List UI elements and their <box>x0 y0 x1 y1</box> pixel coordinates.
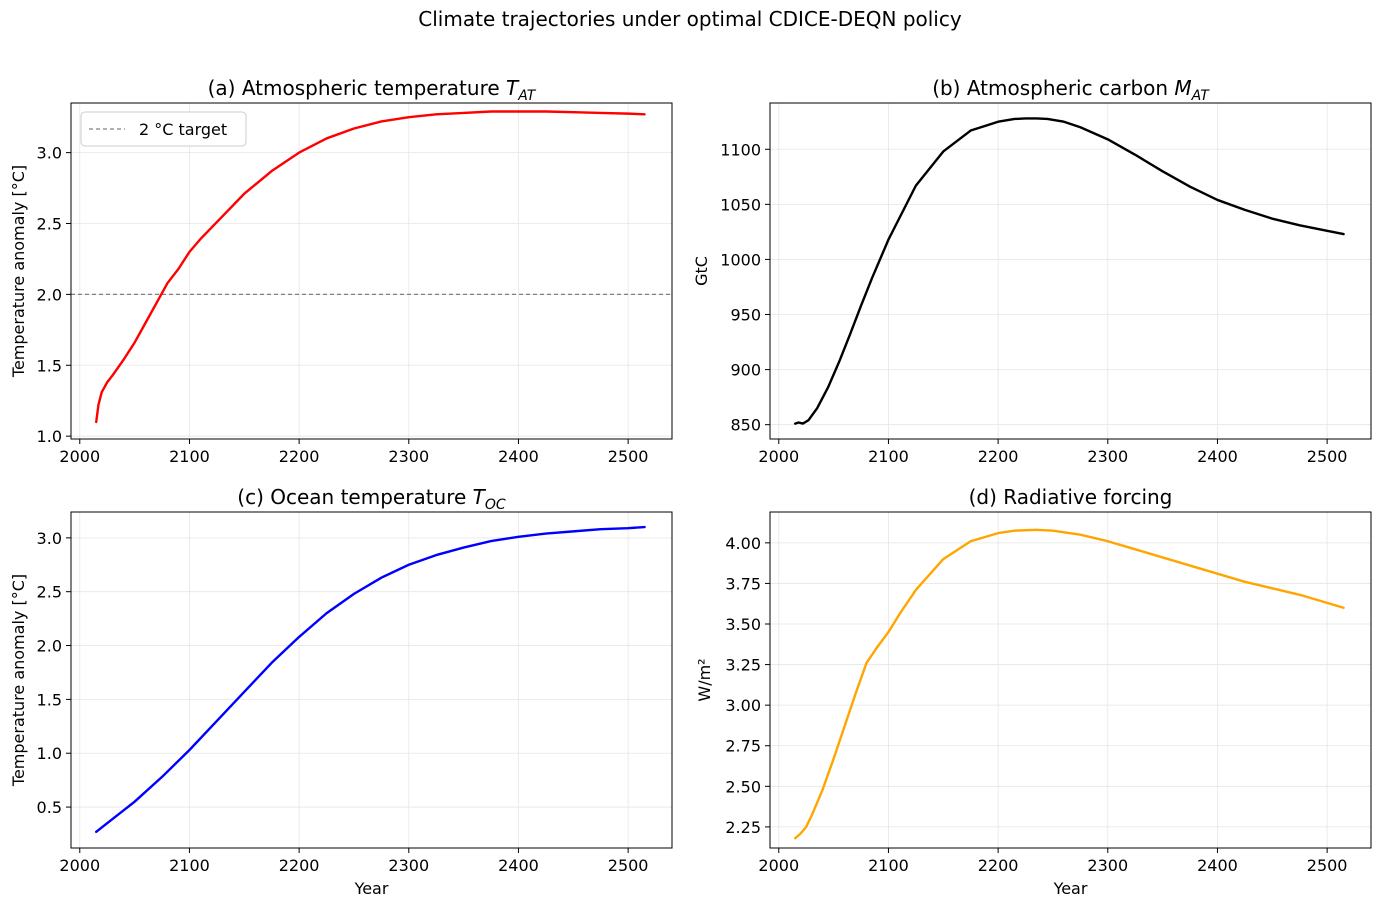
panel-b-title-text: (b) Atmospheric carbon <box>932 76 1174 100</box>
x-tick-label: 2500 <box>1307 856 1348 875</box>
legend-box <box>80 111 247 147</box>
panel-a-title-symbol: T <box>506 76 520 100</box>
x-tick-label: 2000 <box>59 856 100 875</box>
panel-a-title: (a) Atmospheric temperature TAT <box>208 76 537 104</box>
x-tick-label: 2200 <box>279 447 320 466</box>
y-tick-label: 3.75 <box>725 574 761 593</box>
panel-c: 2000 2100 2200 2300 2400 2500 0.5 1.0 1.5 2.0 2.5 3… <box>9 485 673 898</box>
panel-b-grid <box>770 103 1371 439</box>
x-tick-label: 2300 <box>1087 447 1128 466</box>
panel-d-title: (d) Radiative forcing <box>969 485 1173 509</box>
y-tick-label: 1000 <box>720 250 761 269</box>
panel-c-grid <box>71 512 672 848</box>
x-tick-label: 2000 <box>59 447 100 466</box>
panel-c-ticks: 2000 2100 2200 2300 2400 2500 0.5 1.0 1.5 2.0 2.5 3… <box>37 529 649 875</box>
panel-b-title-subscript: AT <box>1191 88 1211 104</box>
panel-a-grid <box>71 103 672 439</box>
x-tick-label: 2400 <box>498 856 539 875</box>
x-tick-label: 2200 <box>978 447 1019 466</box>
y-tick-label: 1050 <box>720 195 761 214</box>
panel-a-ticks: 2000 2100 2200 2300 2400 2500 1.0 1.5 2.0 2.5 3.0 <box>37 144 649 466</box>
x-tick-label: 2200 <box>279 856 320 875</box>
x-tick-label: 2500 <box>608 856 649 875</box>
y-tick-label: 2.25 <box>725 818 761 837</box>
panel-d: 2000 2100 2200 2300 2400 2500 2.25 2.50 2.75 3.00… <box>695 485 1372 898</box>
x-tick-label: 2000 <box>758 447 799 466</box>
panel-d-grid <box>770 512 1371 848</box>
x-tick-label: 2100 <box>169 447 210 466</box>
y-tick-label: 2.5 <box>37 583 62 602</box>
y-tick-label: 2.0 <box>37 285 62 304</box>
x-tick-label: 2400 <box>1197 856 1238 875</box>
panel-a-frame <box>70 102 673 440</box>
panel-d-frame <box>769 511 1372 849</box>
y-tick-label: 1.5 <box>37 690 62 709</box>
y-tick-label: 0.5 <box>37 798 62 817</box>
x-tick-label: 2200 <box>978 856 1019 875</box>
panel-b-title: (b) Atmospheric carbon MAT <box>932 76 1210 104</box>
y-tick-label: 1.0 <box>37 427 62 446</box>
panel-b-title-symbol: M <box>1174 76 1191 100</box>
x-tick-label: 2100 <box>169 856 210 875</box>
panel-a-series <box>95 110 646 424</box>
panel-d-xlabel: Year <box>1053 879 1088 898</box>
panel-c-title: (c) Ocean temperature TOC <box>237 485 506 513</box>
y-tick-label: 900 <box>730 361 761 380</box>
x-tick-label: 2400 <box>1197 447 1238 466</box>
panel-a: 2000 2100 2200 2300 2400 25001.01.52.02.53.0 … <box>9 76 673 466</box>
series-line-c-0 <box>95 525 646 834</box>
x-tick-label: 2100 <box>868 447 909 466</box>
panel-b-series <box>794 117 1345 425</box>
y-tick-label: 4.00 <box>725 534 761 553</box>
y-tick-label: 2.5 <box>37 215 62 234</box>
y-tick-label: 3.00 <box>725 696 761 715</box>
y-tick-label: 3.0 <box>37 529 62 548</box>
panel-d-ylabel: W/m² <box>695 658 714 701</box>
panel-d-series <box>794 528 1345 840</box>
x-tick-label: 2500 <box>1307 447 1348 466</box>
series-line-a-0 <box>95 110 646 424</box>
y-tick-label: 1.0 <box>37 744 62 763</box>
panel-a-title-text: (a) Atmospheric temperature <box>208 76 506 100</box>
y-tick-label: 950 <box>730 306 761 325</box>
panel-c-xlabel: Year <box>354 879 389 898</box>
y-tick-label: 850 <box>730 416 761 435</box>
x-tick-label: 2300 <box>388 447 429 466</box>
panel-a-title-subscript: AT <box>517 88 537 104</box>
panel-d-ticks: 2000 2100 2200 2300 2400 2500 2.25 2.50 2.75 3.00… <box>725 534 1347 875</box>
y-tick-label: 1100 <box>720 140 761 159</box>
panel-b-ticks: 2000 2100 2200 2300 2400 2500 850 900 950 1000 105… <box>720 140 1347 466</box>
x-tick-label: 2000 <box>758 856 799 875</box>
panel-b-ylabel: GtC <box>692 256 711 286</box>
x-tick-label: 2300 <box>388 856 429 875</box>
x-tick-label: 2400 <box>498 447 539 466</box>
panel-c-title-text: (c) Ocean temperature <box>237 485 472 509</box>
panel-a-ylabel: Temperature anomaly [°C] <box>9 165 28 378</box>
y-tick-label: 2.75 <box>725 737 761 756</box>
panel-c-frame <box>70 511 673 849</box>
y-tick-label: 3.25 <box>725 656 761 675</box>
series-line-d-0 <box>794 528 1345 840</box>
y-tick-label: 2.50 <box>725 777 761 796</box>
panel-b-frame <box>769 102 1372 440</box>
figure-suptitle: Climate trajectories under optimal CDICE… <box>418 7 962 31</box>
y-tick-label: 1.5 <box>37 356 62 375</box>
panel-c-title-symbol: T <box>473 485 487 509</box>
panel-a-legend: 2 °C target <box>80 111 247 147</box>
series-line-b-0 <box>794 117 1345 425</box>
x-tick-label: 2100 <box>868 856 909 875</box>
x-tick-label: 2500 <box>608 447 649 466</box>
legend-entry-2c-target: 2 °C target <box>139 120 227 139</box>
panel-b: 2000 2100 2200 2300 2400 2500 850 900 950 1000 105… <box>692 76 1372 466</box>
y-tick-label: 2.0 <box>37 637 62 656</box>
panel-c-series <box>95 525 646 834</box>
x-tick-label: 2300 <box>1087 856 1128 875</box>
y-tick-label: 3.50 <box>725 615 761 634</box>
panel-c-title-subscript: OC <box>485 497 506 513</box>
y-tick-label: 3.0 <box>37 144 62 163</box>
panel-d-title-text: (d) Radiative forcing <box>969 485 1173 509</box>
panel-c-ylabel: Temperature anomaly [°C] <box>9 574 28 787</box>
